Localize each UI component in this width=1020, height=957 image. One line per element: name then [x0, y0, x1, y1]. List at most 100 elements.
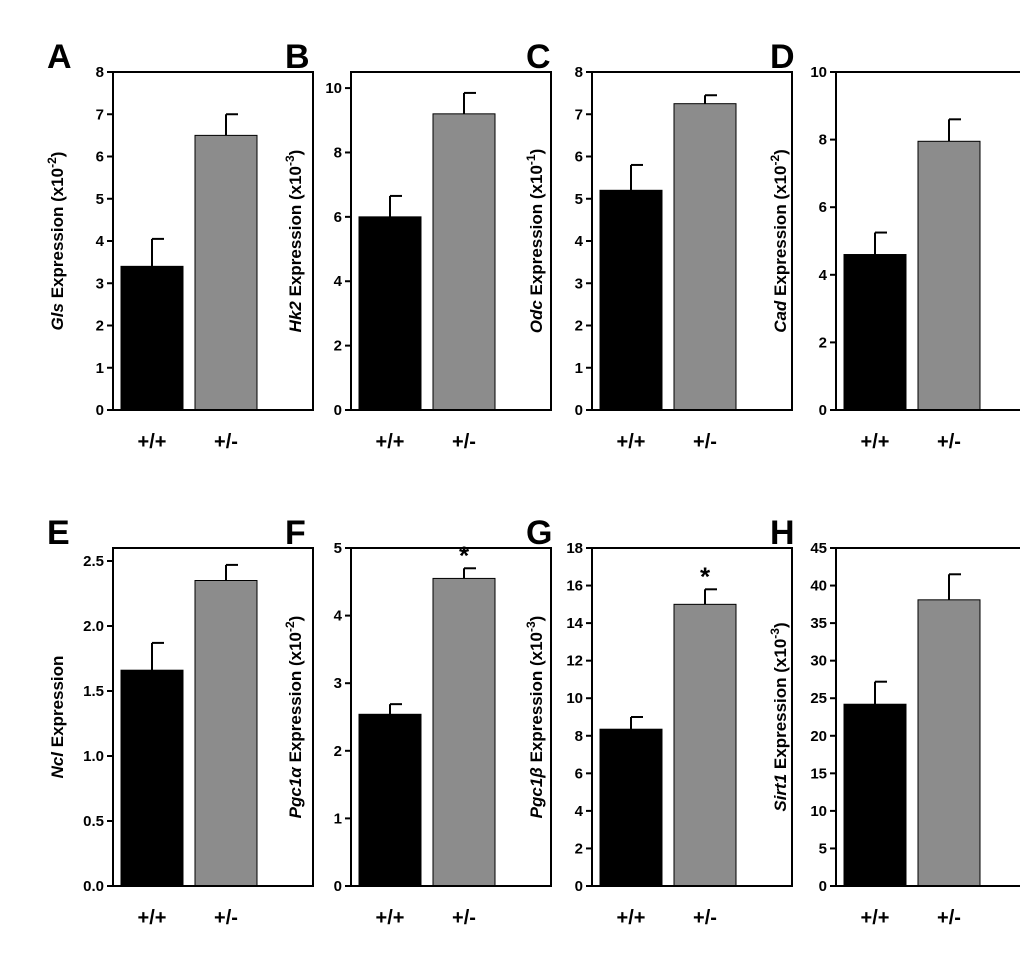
y-axis-gene-a: Gls	[48, 303, 67, 330]
category-label-e-0: +/+	[138, 907, 167, 929]
bar-a-wildtype	[120, 265, 184, 411]
y-tick-label-g-5: 10	[566, 690, 583, 707]
y-axis-exponent-h: -3	[768, 628, 782, 639]
y-tick-label-c-8: 8	[575, 64, 583, 81]
y-axis-exponent-d: -2	[768, 155, 782, 166]
y-tick-label-g-2: 4	[575, 803, 584, 820]
y-tick-label-c-1: 1	[575, 360, 583, 377]
y-tick-label-c-7: 7	[575, 106, 583, 123]
category-label-a-0: +/+	[138, 431, 167, 453]
category-label-b-1: +/-	[452, 431, 476, 453]
y-axis-exponent-c: -1	[524, 154, 538, 165]
plot-frame-b	[350, 71, 552, 411]
y-tick-label-d-1: 2	[819, 334, 827, 351]
y-axis-label-d: Cad Expression (x10-2)	[768, 149, 790, 333]
bar-d-heterozygous	[917, 140, 981, 411]
y-tick-label-e-0: 0.0	[83, 878, 104, 895]
y-tick-label-a-6: 6	[96, 149, 104, 166]
y-axis-gene-g: Pgc1β	[527, 767, 546, 818]
y-tick-label-a-8: 8	[96, 64, 104, 81]
category-label-a-1: +/-	[214, 431, 238, 453]
y-tick-label-e-3: 1.5	[83, 683, 104, 700]
y-tick-label-d-5: 10	[810, 64, 827, 81]
y-axis-text-d: Expression (x10	[771, 166, 790, 301]
category-label-c-1: +/-	[693, 431, 717, 453]
bar-e-wildtype	[120, 669, 184, 887]
y-axis-label-c: Odc Expression (x10-1)	[524, 149, 546, 334]
category-label-g-0: +/+	[617, 907, 646, 929]
category-label-c-0: +/+	[617, 431, 646, 453]
y-tick-label-a-7: 7	[96, 106, 104, 123]
y-tick-label-d-2: 4	[819, 267, 828, 284]
y-tick-label-g-3: 6	[575, 765, 583, 782]
bar-b-wildtype	[358, 216, 422, 411]
y-tick-label-g-0: 0	[575, 878, 583, 895]
y-tick-label-e-4: 2.0	[83, 618, 104, 635]
y-tick-label-c-3: 3	[575, 275, 583, 292]
y-tick-label-b-5: 10	[325, 80, 342, 97]
y-tick-label-c-0: 0	[575, 402, 583, 419]
y-tick-label-h-1: 5	[819, 840, 827, 857]
category-label-f-1: +/-	[452, 907, 476, 929]
y-tick-label-h-9: 45	[810, 540, 827, 557]
y-axis-text-h: Expression (x10	[771, 639, 790, 774]
y-axis-text-g: Expression (x10	[527, 632, 546, 767]
y-axis-text-f: Expression (x10	[286, 632, 305, 767]
y-tick-label-c-2: 2	[575, 318, 583, 335]
y-axis-close-f: )	[286, 616, 305, 622]
y-tick-label-d-3: 6	[819, 199, 827, 216]
y-tick-label-c-5: 5	[575, 191, 583, 208]
y-tick-label-h-2: 10	[810, 803, 827, 820]
y-tick-label-a-4: 4	[96, 233, 105, 250]
y-axis-label-e: Ncl Expression	[48, 656, 67, 779]
y-tick-label-h-0: 0	[819, 878, 827, 895]
y-axis-label-h: Sirt1 Expression (x10-3)	[768, 622, 790, 811]
y-tick-label-f-3: 3	[334, 675, 342, 692]
y-axis-close-g: )	[527, 616, 546, 622]
significance-mark-f: *	[459, 540, 470, 570]
y-axis-exponent-g: -3	[524, 621, 538, 632]
y-tick-label-e-1: 0.5	[83, 813, 104, 830]
panel-letter-h: H	[770, 514, 795, 552]
y-tick-label-g-6: 12	[566, 653, 583, 670]
y-axis-gene-e: Ncl	[48, 751, 67, 779]
bar-f-wildtype	[358, 713, 422, 887]
y-axis-label-a: Gls Expression (x10-2)	[45, 152, 67, 331]
y-tick-label-g-7: 14	[566, 615, 583, 632]
plot-frame-f	[350, 547, 552, 887]
panel-letter-f: F	[285, 514, 306, 552]
y-tick-label-a-5: 5	[96, 191, 104, 208]
y-axis-gene-f: Pgc1α	[286, 766, 305, 819]
bar-b-heterozygous	[432, 113, 496, 411]
y-axis-label-g: Pgc1β Expression (x10-3)	[524, 616, 546, 819]
y-tick-label-h-5: 25	[810, 690, 827, 707]
y-axis-gene-h: Sirt1	[771, 774, 790, 812]
y-tick-label-c-4: 4	[575, 233, 584, 250]
y-axis-text-a: Expression (x10	[48, 168, 67, 303]
y-tick-label-f-5: 5	[334, 540, 342, 557]
panel-d: D +/+ +/- 0 2 4 6 8 10 Cad Expression (x10-2)	[768, 38, 1020, 453]
bar-c-wildtype	[599, 189, 663, 411]
y-tick-label-f-2: 2	[334, 743, 342, 760]
y-axis-gene-b: Hk2	[286, 301, 305, 333]
category-label-d-0: +/+	[861, 431, 890, 453]
plot-frame-e	[112, 547, 314, 887]
bar-c-heterozygous	[673, 103, 737, 411]
plot-frame-d	[835, 71, 1020, 411]
y-tick-label-e-2: 1.0	[83, 748, 104, 765]
y-tick-label-h-4: 20	[810, 728, 827, 745]
category-label-f-0: +/+	[376, 907, 405, 929]
category-label-h-0: +/+	[861, 907, 890, 929]
panel-letter-c: C	[526, 38, 551, 76]
y-tick-label-b-0: 0	[334, 402, 342, 419]
y-tick-label-h-7: 35	[810, 615, 827, 632]
y-tick-label-b-3: 6	[334, 209, 342, 226]
bar-e-heterozygous	[194, 580, 258, 887]
bar-h-wildtype	[843, 703, 907, 887]
y-axis-exponent-b: -3	[283, 155, 297, 166]
y-tick-label-g-8: 16	[566, 578, 583, 595]
y-axis-text-c: Expression (x10	[527, 165, 546, 300]
